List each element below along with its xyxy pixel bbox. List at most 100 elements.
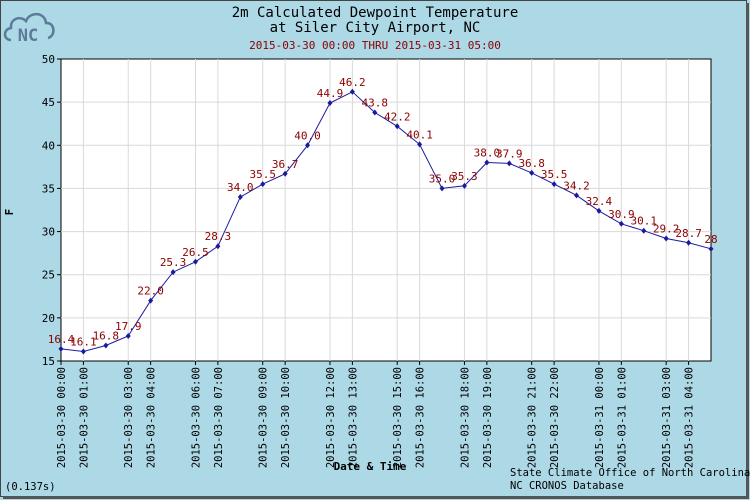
data-label: 43.8	[362, 96, 389, 109]
logo-text: NC	[18, 26, 38, 46]
data-point	[192, 258, 198, 265]
data-point	[708, 245, 714, 252]
y-axis: 15 20 25 30 35 40 45 50	[42, 53, 61, 368]
plot-area	[60, 58, 712, 362]
data-label: 32.4	[586, 195, 613, 208]
data-label: 42.2	[384, 110, 411, 123]
data-point	[394, 123, 400, 130]
x-tick-label: 2015-03-31 00:00	[594, 367, 606, 468]
data-label: 34.2	[563, 179, 590, 192]
data-label: 30.9	[608, 208, 635, 221]
data-point	[686, 239, 692, 246]
x-tick-label: 2015-03-30 01:00	[78, 367, 90, 468]
data-label: 34.0	[227, 181, 254, 194]
y-tick-label: 15	[42, 355, 55, 368]
credit-line-1: State Climate Office of North Carolina	[510, 467, 750, 479]
data-point	[461, 182, 467, 189]
data-label: 37.9	[496, 147, 523, 160]
y-tick-label: 30	[42, 226, 55, 239]
credit-line-2: NC CRONOS Database	[510, 480, 624, 492]
data-point	[260, 181, 266, 188]
x-tick-label: 2015-03-31 01:00	[616, 367, 628, 468]
x-tick-label: 2015-03-30 10:00	[280, 367, 292, 468]
data-label: 29.2	[653, 222, 680, 235]
x-tick-label: 2015-03-30 22:00	[549, 367, 561, 468]
data-point	[125, 332, 131, 339]
data-label: 16.4	[48, 333, 75, 346]
cloud-icon	[3, 12, 55, 42]
chart-subtitle: at Siler City Airport, NC	[270, 20, 481, 36]
data-label: 35.0	[429, 172, 456, 185]
data-point	[327, 100, 333, 107]
y-tick-label: 50	[42, 53, 55, 66]
series-dewpoint	[58, 88, 714, 355]
x-tick-label: 2015-03-31 03:00	[661, 367, 673, 468]
data-label: 44.9	[317, 87, 344, 100]
x-tick-label: 2015-03-30 16:00	[415, 367, 427, 468]
y-tick-label: 20	[42, 312, 55, 325]
data-point	[80, 348, 86, 355]
data-label: 28.3	[205, 230, 232, 243]
data-label: 35.3	[451, 170, 478, 183]
data-point	[215, 243, 221, 250]
data-point	[484, 159, 490, 166]
data-label: 28.7	[675, 227, 702, 240]
y-tick-label: 45	[42, 96, 55, 109]
x-axis: 2015-03-30 00:00 2015-03-30 01:00 2015-03-…	[56, 361, 696, 468]
data-point	[439, 185, 445, 192]
data-label: 40.1	[406, 128, 433, 141]
chart-title: 2m Calculated Dewpoint Temperature	[232, 5, 519, 21]
data-point	[529, 169, 535, 176]
data-point	[282, 170, 288, 177]
data-point	[417, 141, 423, 148]
data-label: 22.0	[137, 285, 164, 298]
data-point	[372, 109, 378, 116]
x-axis-label: Date & Time	[334, 460, 407, 473]
y-tick-label: 35	[42, 182, 55, 195]
data-point	[574, 192, 580, 199]
data-point	[663, 235, 669, 242]
data-label: 36.8	[518, 157, 545, 170]
data-label: 46.2	[339, 76, 366, 89]
x-tick-label: 2015-03-30 03:00	[123, 367, 135, 468]
series-line	[60, 91, 712, 353]
x-tick-label: 2015-03-30 18:00	[459, 367, 471, 468]
data-point	[305, 142, 311, 149]
data-label: 30.1	[631, 215, 658, 228]
x-tick-label: 2015-03-30 06:00	[190, 367, 202, 468]
x-tick-label: 2015-03-30 04:00	[146, 367, 158, 468]
x-tick-label: 2015-03-30 00:00	[56, 367, 68, 468]
x-tick-label: 2015-03-30 21:00	[527, 367, 539, 468]
query-timing: (0.137s)	[5, 481, 56, 493]
data-label: 36.7	[272, 158, 299, 171]
data-label: 35.5	[541, 168, 568, 181]
data-point	[506, 160, 512, 167]
data-label: 35.5	[249, 168, 276, 181]
data-point	[148, 297, 154, 304]
data-label: 40.0	[294, 129, 321, 142]
data-label: 38.0	[474, 147, 501, 160]
data-label: 17.9	[115, 320, 142, 333]
nc-logo: NC	[3, 12, 55, 46]
data-point	[551, 181, 557, 188]
x-tick-label: 2015-03-30 19:00	[482, 367, 494, 468]
x-tick-label: 2015-03-30 15:00	[392, 367, 404, 468]
data-labels: 16.416.116.817.922.025.326.528.334.035.5…	[48, 76, 718, 349]
y-tick-label: 25	[42, 269, 55, 282]
x-tick-label: 2015-03-31 04:00	[684, 367, 696, 468]
y-axis-label: F	[3, 209, 16, 216]
data-point	[349, 88, 355, 95]
x-tick-label: 2015-03-30 12:00	[325, 367, 337, 468]
data-point	[58, 345, 64, 352]
date-range: 2015-03-30 00:00 THRU 2015-03-31 05:00	[249, 39, 501, 52]
data-label: 28	[704, 233, 717, 246]
grid-lines	[61, 59, 711, 361]
data-label: 16.1	[70, 336, 97, 349]
data-point	[237, 194, 243, 201]
y-tick-label: 40	[42, 139, 55, 152]
data-label: 16.8	[93, 329, 120, 342]
x-tick-label: 2015-03-30 09:00	[258, 367, 270, 468]
data-point	[618, 220, 624, 227]
x-tick-label: 2015-03-30 13:00	[347, 367, 359, 468]
